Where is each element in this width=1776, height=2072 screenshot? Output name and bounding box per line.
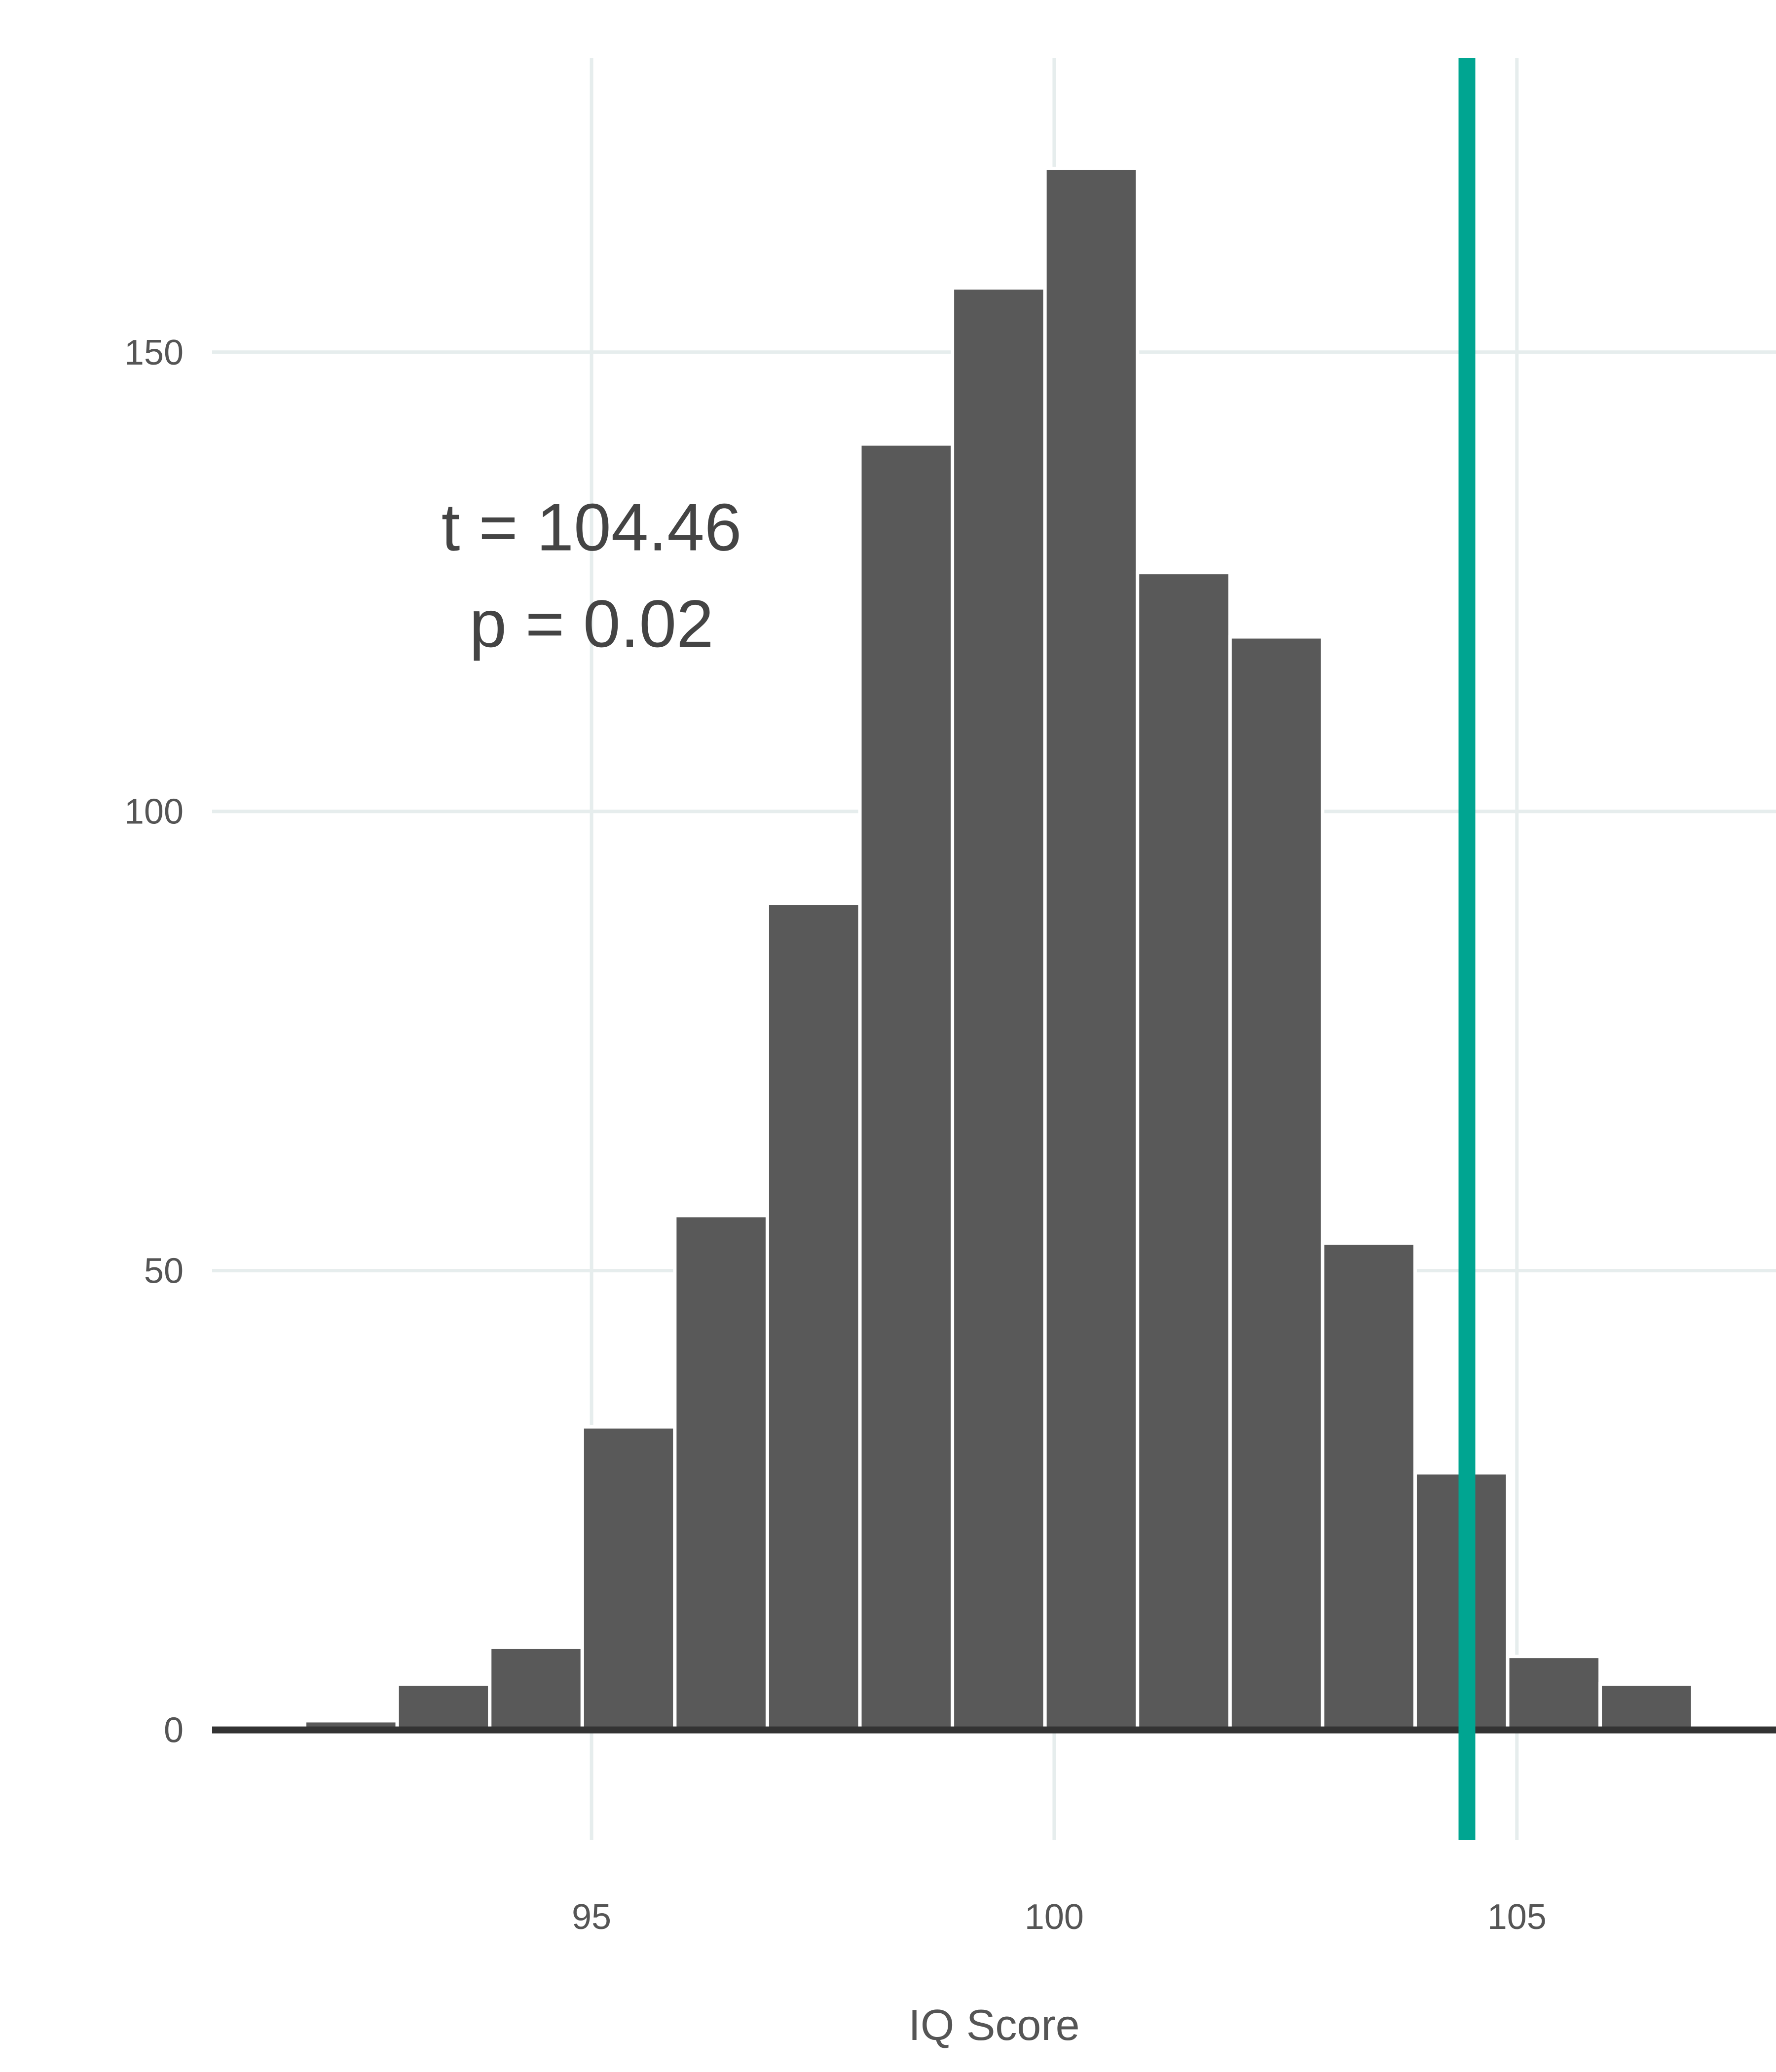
histogram-bar-10	[1136, 571, 1232, 1732]
x-tick-label-95: 95	[572, 1897, 611, 1937]
histogram-bar-7	[858, 442, 955, 1732]
y-tick-label-150: 150	[124, 333, 184, 372]
histogram-bar-15	[1598, 1682, 1695, 1732]
y-axis-ticks: 0 50 100 150	[124, 333, 184, 1750]
y-tick-label-0: 0	[164, 1711, 184, 1750]
p-value-annotation: p = 0.02	[469, 586, 713, 661]
histogram-bar-8	[951, 286, 1047, 1732]
histogram-bar-9	[1043, 166, 1140, 1732]
histogram-bar-5	[673, 1214, 769, 1732]
histogram-bar-6	[765, 901, 862, 1732]
t-statistic-annotation: t = 104.46	[442, 490, 742, 565]
x-axis-ticks: 95 100 105	[572, 1897, 1547, 1937]
histogram-bar-3	[488, 1645, 584, 1732]
histogram-bar-2	[395, 1682, 492, 1732]
histogram-bars	[303, 166, 1695, 1732]
histogram-bar-11	[1228, 635, 1325, 1732]
annotations: t = 104.46 p = 0.02	[442, 490, 742, 661]
histogram-bar-12	[1321, 1241, 1417, 1732]
y-tick-label-100: 100	[124, 792, 184, 832]
x-tick-label-105: 105	[1487, 1897, 1547, 1937]
x-axis-title: IQ Score	[908, 2000, 1079, 2049]
y-tick-label-50: 50	[144, 1252, 184, 1291]
histogram-bar-14	[1506, 1655, 1602, 1732]
histogram-bar-4	[580, 1425, 677, 1732]
x-tick-label-100: 100	[1025, 1897, 1084, 1937]
